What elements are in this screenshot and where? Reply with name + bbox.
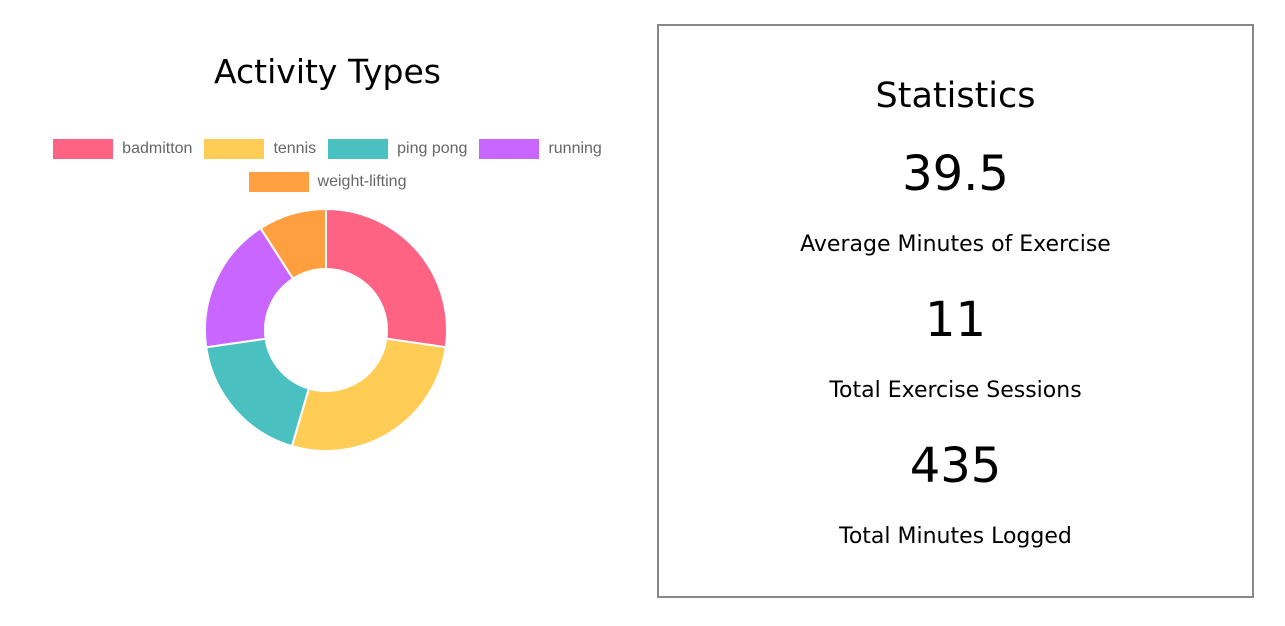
legend-swatch [53, 139, 114, 159]
legend-row: badmitton tennis ping pong running [0, 136, 655, 162]
donut-chart [204, 207, 448, 452]
legend-swatch [248, 172, 309, 192]
legend-label: ping pong [397, 140, 468, 157]
donut-slice-badmitton[interactable] [325, 207, 448, 349]
activity-types-chart: Activity Types badmitton tennis ping pong r… [0, 52, 655, 452]
legend-label: running [548, 140, 602, 157]
chart-legend: badmitton tennis ping pong running weight-li… [0, 136, 655, 202]
donut-slice-ping-pong[interactable] [205, 337, 311, 448]
donut-slice-running[interactable] [204, 226, 295, 349]
statistics-panel: Statistics 39.5 Average Minutes of Exerc… [657, 24, 1254, 598]
total-minutes-value: 435 [909, 438, 1002, 494]
average-minutes-label: Average Minutes of Exercise [800, 232, 1111, 257]
legend-label: tennis [273, 140, 317, 157]
legend-item[interactable]: running [479, 139, 602, 159]
average-minutes-value: 39.5 [902, 146, 1009, 202]
legend-label: weight-lifting [317, 173, 407, 190]
total-sessions-label: Total Exercise Sessions [829, 378, 1082, 403]
total-minutes-label: Total Minutes Logged [839, 524, 1072, 549]
legend-swatch [479, 139, 540, 159]
legend-item[interactable]: ping pong [328, 139, 467, 159]
legend-swatch [328, 139, 389, 159]
legend-label: badmitton [122, 140, 193, 157]
legend-item[interactable]: badmitton [53, 139, 192, 159]
legend-row: weight-lifting [0, 169, 655, 195]
legend-item[interactable]: tennis [204, 139, 316, 159]
chart-title: Activity Types [214, 52, 441, 91]
statistics-title: Statistics [875, 76, 1036, 116]
donut-slice-weight-lifting[interactable] [259, 207, 327, 281]
legend-swatch [204, 139, 265, 159]
legend-item[interactable]: weight-lifting [248, 172, 407, 192]
donut-slice-tennis[interactable] [290, 337, 447, 452]
total-sessions-value: 11 [924, 292, 987, 348]
